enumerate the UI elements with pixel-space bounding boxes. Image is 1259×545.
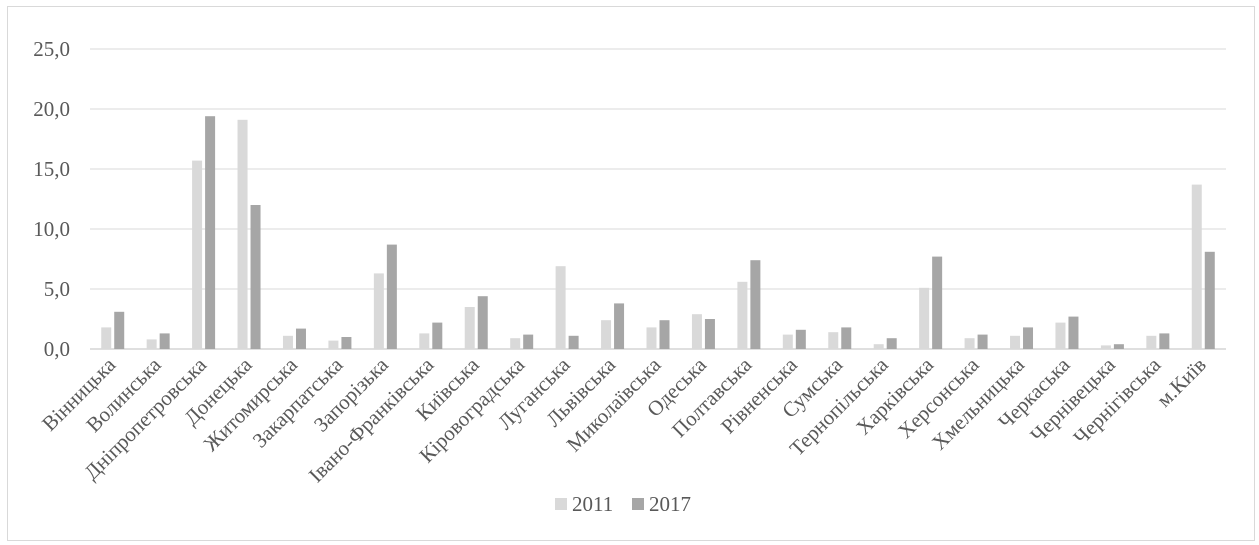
legend-swatch-2017 — [632, 498, 644, 510]
category-label: м.Київ — [1152, 353, 1211, 412]
bar-2017 — [614, 303, 625, 349]
bar-2011 — [146, 339, 157, 349]
bar-2011 — [873, 344, 884, 349]
bar-2017 — [1159, 333, 1170, 349]
bar-2011 — [464, 307, 475, 349]
bar-2011 — [237, 119, 248, 349]
bar-2017 — [1068, 316, 1079, 349]
bar-2011 — [1100, 345, 1111, 349]
bar-2011 — [1191, 184, 1202, 349]
bar-2011 — [1146, 335, 1157, 349]
bar-2017 — [1204, 251, 1215, 349]
y-tick-label: 5,0 — [44, 277, 70, 301]
y-tick-label: 25,0 — [33, 37, 70, 61]
bar-2017 — [1023, 327, 1034, 349]
bar-2011 — [555, 266, 566, 349]
legend-swatch-2011 — [555, 498, 567, 510]
bar-2011 — [782, 334, 793, 349]
bar-2011 — [373, 273, 384, 349]
legend-label-2017: 2017 — [649, 492, 691, 516]
bar-2017 — [1113, 344, 1124, 349]
bar-2011 — [691, 314, 702, 349]
bar-2011 — [328, 340, 339, 349]
bar-2011 — [964, 338, 975, 349]
bar-2011 — [510, 338, 521, 349]
bar-2017 — [704, 319, 715, 349]
bar-2011 — [1055, 322, 1066, 349]
bar-2017 — [477, 296, 488, 349]
bar-2017 — [841, 327, 852, 349]
bar-2011 — [1010, 335, 1021, 349]
bar-2017 — [523, 334, 534, 349]
bar-2011 — [282, 335, 293, 349]
bar-2017 — [159, 333, 170, 349]
legend-label-2011: 2011 — [572, 492, 613, 516]
bar-2011 — [919, 287, 930, 349]
bar-2017 — [977, 334, 988, 349]
bar-2017 — [295, 328, 306, 349]
bar-2017 — [205, 116, 216, 349]
bar-2017 — [250, 205, 261, 349]
bar-2011 — [737, 281, 748, 349]
bar-2011 — [828, 332, 839, 349]
y-tick-label: 10,0 — [33, 217, 70, 241]
bar-2011 — [601, 320, 612, 349]
chart-frame — [7, 6, 1255, 541]
y-tick-label: 20,0 — [33, 97, 70, 121]
bar-2011 — [419, 333, 430, 349]
bar-2017 — [886, 338, 897, 349]
bar-2017 — [432, 322, 443, 349]
bar-2011 — [646, 327, 657, 349]
bar-2017 — [750, 260, 761, 349]
y-tick-label: 15,0 — [33, 157, 70, 181]
bar-2011 — [101, 327, 112, 349]
bar-2017 — [341, 337, 352, 349]
y-tick-label: 0,0 — [44, 337, 70, 361]
bar-2017 — [795, 329, 806, 349]
bar-2017 — [114, 311, 125, 349]
bar-2017 — [568, 335, 579, 349]
bar-2011 — [192, 160, 203, 349]
bar-2017 — [659, 320, 670, 349]
bar-2017 — [932, 256, 943, 349]
bar-2017 — [386, 244, 397, 349]
